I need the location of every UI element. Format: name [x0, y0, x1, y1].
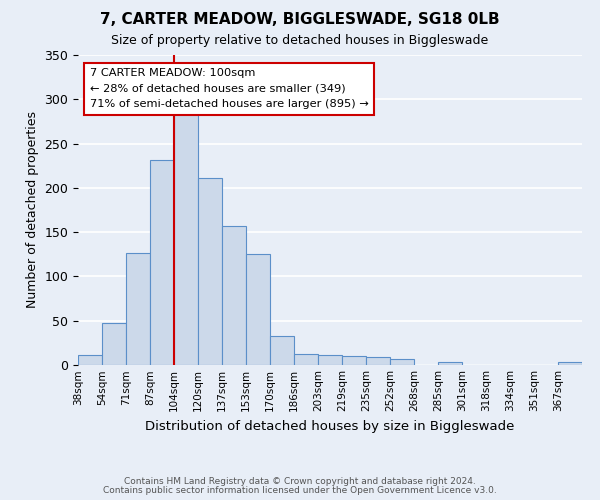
Bar [102, 324, 126, 365]
Bar [78, 356, 102, 365]
Text: 7 CARTER MEADOW: 100sqm
← 28% of detached houses are smaller (349)
71% of semi-d: 7 CARTER MEADOW: 100sqm ← 28% of detache… [90, 68, 369, 110]
Text: Contains public sector information licensed under the Open Government Licence v3: Contains public sector information licen… [103, 486, 497, 495]
Bar [150, 160, 174, 365]
Text: Contains HM Land Registry data © Crown copyright and database right 2024.: Contains HM Land Registry data © Crown c… [124, 477, 476, 486]
Bar [294, 354, 318, 365]
Bar [222, 226, 246, 365]
Bar [198, 178, 222, 365]
Text: Size of property relative to detached houses in Biggleswade: Size of property relative to detached ho… [112, 34, 488, 47]
Bar [246, 254, 270, 365]
Bar [366, 357, 390, 365]
Bar [318, 356, 342, 365]
Bar [390, 359, 414, 365]
Bar [174, 114, 198, 365]
Bar [438, 362, 462, 365]
Bar [270, 336, 294, 365]
Bar [126, 254, 150, 365]
Text: 7, CARTER MEADOW, BIGGLESWADE, SG18 0LB: 7, CARTER MEADOW, BIGGLESWADE, SG18 0LB [100, 12, 500, 28]
X-axis label: Distribution of detached houses by size in Biggleswade: Distribution of detached houses by size … [145, 420, 515, 432]
Bar [558, 362, 582, 365]
Y-axis label: Number of detached properties: Number of detached properties [26, 112, 39, 308]
Bar [342, 356, 366, 365]
